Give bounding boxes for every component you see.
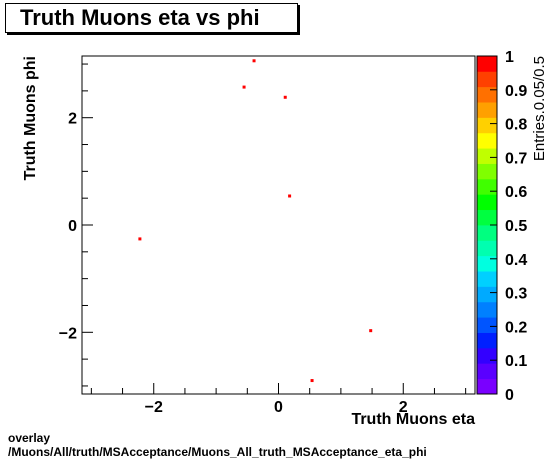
colorbar-band: [477, 148, 497, 164]
colorbar-band: [477, 301, 497, 318]
data-point: [369, 329, 373, 333]
z-axis-title: Entries.0.05/0.5: [531, 56, 546, 161]
colorbar-band: [477, 378, 497, 395]
z-tick-label: 0.1: [505, 353, 527, 370]
colorbar-band: [477, 317, 497, 333]
colorbar-band: [477, 332, 497, 349]
y-axis-title: Truth Muons phi: [22, 56, 39, 180]
x-tick-label: −2: [145, 399, 163, 416]
colorbar-band: [477, 102, 497, 118]
z-tick-label: 0.5: [505, 218, 527, 235]
y-tick-label: −2: [59, 325, 77, 342]
data-point: [283, 95, 287, 99]
colorbar-band: [477, 86, 497, 103]
colorbar-band: [477, 286, 497, 303]
z-tick-label: 0.2: [505, 319, 527, 336]
z-tick-label: 0.9: [505, 83, 527, 100]
data-point: [288, 194, 292, 198]
colorbar-band: [477, 240, 497, 257]
data-point: [310, 379, 314, 383]
data-points: [138, 59, 373, 383]
colorbar-band: [477, 178, 497, 195]
x-axis-title: Truth Muons eta: [351, 411, 475, 428]
footer-overlay-label: overlay: [8, 431, 51, 445]
y-tick-label: 0: [68, 218, 77, 235]
z-tick-label: 0.4: [505, 252, 527, 269]
colorbar-band: [477, 132, 497, 149]
colorbar-band: [477, 117, 497, 134]
colorbar-band: [477, 255, 497, 272]
colorbar-band: [477, 225, 497, 241]
colorbar-band: [477, 163, 497, 180]
z-tick-label: 0.7: [505, 150, 527, 167]
y-tick-label: 2: [68, 111, 77, 128]
footer-path-label: /Muons/All/truth/MSAcceptance/Muons_All_…: [8, 445, 427, 459]
x-tick-label: 2: [399, 399, 408, 416]
colorbar-band: [477, 209, 497, 226]
colorbar-band: [477, 271, 497, 287]
axis-ticks: −2 0 2 −2 0 2: [59, 63, 467, 416]
data-point: [242, 85, 246, 89]
x-tick-label: 0: [274, 399, 283, 416]
z-tick-label: 0.8: [505, 117, 527, 134]
colorbar-band: [477, 71, 497, 88]
z-tick-label: 0: [505, 387, 514, 404]
colorbar-band: [477, 194, 497, 211]
colorbar-band: [477, 363, 497, 380]
z-tick-label: 0.6: [505, 184, 527, 201]
chart-title: Truth Muons eta vs phi: [5, 3, 298, 33]
colorbar-band: [477, 56, 497, 72]
colorbar-band: [477, 347, 497, 364]
z-tick-label: 0.3: [505, 286, 527, 303]
plot-frame: [81, 55, 476, 395]
z-tick-label: 1: [505, 49, 514, 66]
data-point: [252, 59, 256, 63]
data-point: [138, 237, 142, 241]
colorbar: 0 0.1 0.2 0.3 0.4 0.5 0.6 0.7 0.8 0.9 1: [476, 49, 527, 404]
